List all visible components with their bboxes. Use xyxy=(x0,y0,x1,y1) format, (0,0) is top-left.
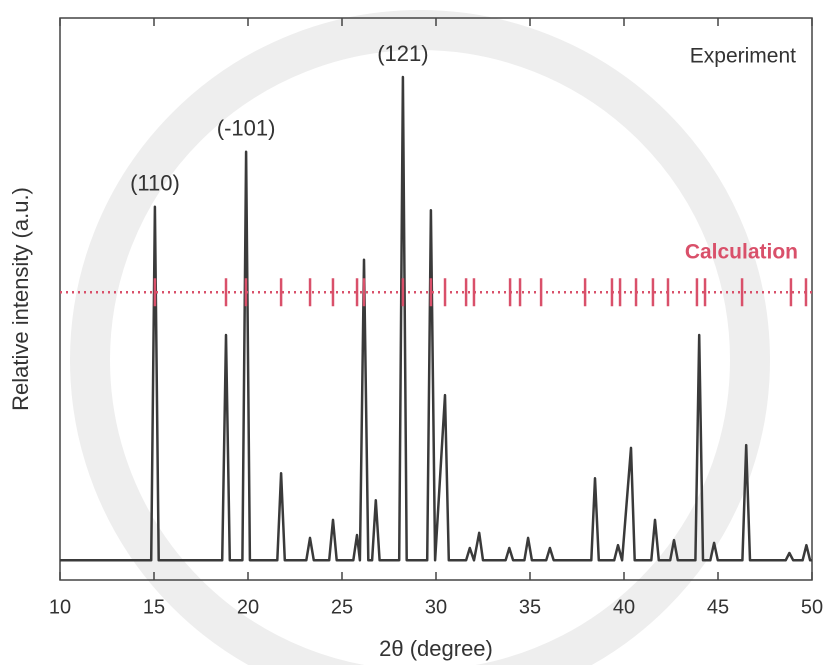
line-series xyxy=(60,75,812,562)
x-tick-label: 40 xyxy=(613,596,635,618)
x-tick-label: 15 xyxy=(143,596,165,618)
watermark xyxy=(70,10,770,670)
y-axis-label: Relative intensity (a.u.) xyxy=(8,187,33,411)
x-tick-label: 35 xyxy=(519,596,541,618)
x-tick-label: 10 xyxy=(49,596,71,618)
peak-label: (-101) xyxy=(217,116,276,141)
x-tick-label: 50 xyxy=(801,596,823,618)
x-tick-label: 25 xyxy=(331,596,353,618)
peak-label: (121) xyxy=(377,41,428,66)
x-tick-label: 30 xyxy=(425,596,447,618)
x-tick-label: 20 xyxy=(237,596,259,618)
legend-experiment: Experiment xyxy=(690,45,796,68)
legend-calculation: Calculation xyxy=(685,241,798,264)
x-axis-label: 2θ (degree) xyxy=(379,636,493,661)
peak-label: (110) xyxy=(130,171,180,196)
x-tick-label: 45 xyxy=(707,596,729,618)
